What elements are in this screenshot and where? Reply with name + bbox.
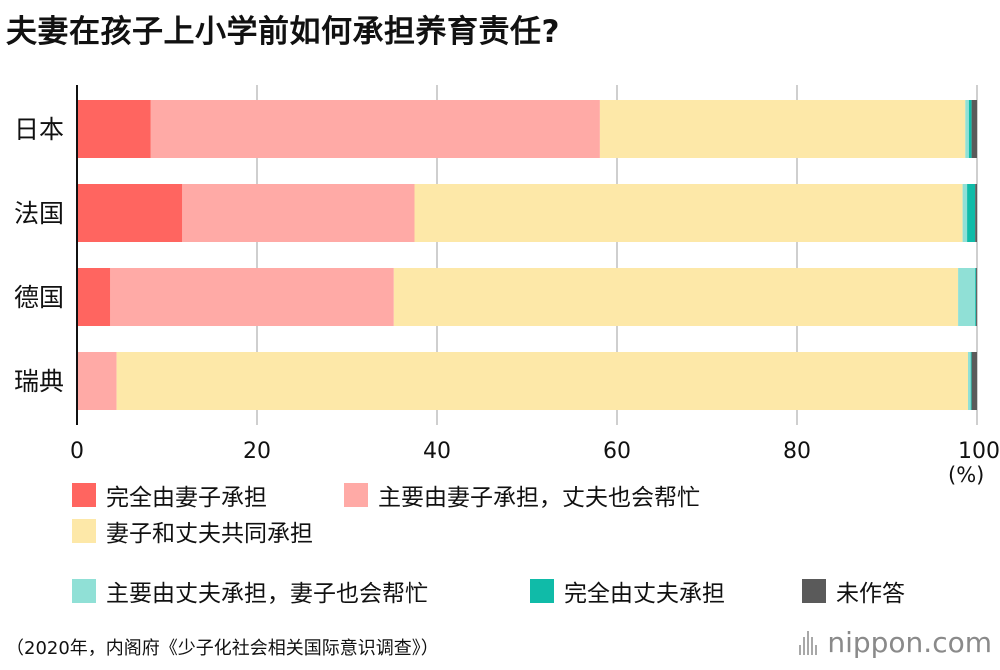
category-label: 日本 (14, 115, 64, 144)
bar-segment (975, 184, 977, 242)
bar-segment (77, 184, 183, 242)
legend-swatch (344, 483, 368, 507)
bar-segment (958, 268, 976, 326)
category-label: 法国 (14, 199, 64, 228)
x-unit-label: (%) (948, 463, 985, 487)
legend-swatch (72, 483, 96, 507)
bar-segment (77, 100, 151, 158)
bars-logo-icon (799, 630, 818, 655)
category-label: 瑞典 (14, 367, 64, 396)
legend-label: 妻子和丈夫共同承担 (106, 521, 313, 547)
bar-segment (971, 352, 977, 410)
bar-segment (962, 184, 968, 242)
category-label: 德国 (14, 283, 64, 312)
bar-segment (599, 100, 966, 158)
legend-label: 完全由丈夫承担 (564, 581, 725, 607)
x-tick-label: 40 (423, 439, 451, 464)
bar-segment (150, 100, 600, 158)
bar-segment (968, 100, 972, 158)
bar-segment (182, 184, 415, 242)
legend-swatch (530, 579, 554, 603)
x-tick-label: 80 (783, 439, 811, 464)
legend-item-wife-full: 完全由妻子承担 (72, 478, 267, 512)
legend-label: 主要由丈夫承担，妻子也会帮忙 (106, 581, 428, 607)
legend-item-both: 妻子和丈夫共同承担 (72, 514, 313, 548)
legend-swatch (72, 519, 96, 543)
legend-label: 主要由妻子承担，丈夫也会帮忙 (378, 485, 700, 511)
bar-segment (965, 100, 969, 158)
legend-swatch (72, 579, 96, 603)
bar-segment (970, 352, 972, 410)
bar-segment (414, 184, 963, 242)
brand-name: nippon (827, 626, 924, 659)
bar-segment (116, 352, 969, 410)
bar-segment (967, 184, 976, 242)
x-tick-label: 20 (243, 439, 271, 464)
bar-segment (393, 268, 959, 326)
bar-segment (110, 268, 394, 326)
legend-item-husband-full: 完全由丈夫承担 (530, 574, 725, 608)
brand-suffix: com (932, 626, 992, 659)
legend-label: 未作答 (836, 581, 905, 607)
x-tick-label: 100 (958, 439, 1000, 464)
chart-title: 夫妻在孩子上小学前如何承担养育责任? (6, 14, 560, 50)
legend-swatch (802, 579, 826, 603)
bar-segment (975, 268, 977, 326)
x-tick-label: 60 (603, 439, 631, 464)
bar-segment (77, 352, 117, 410)
legend-item-husband-main: 主要由丈夫承担，妻子也会帮忙 (72, 574, 428, 608)
bar-segment (976, 268, 977, 326)
bar-segment (968, 352, 971, 410)
bar-segment (77, 268, 111, 326)
brand-logo: nippon. com (799, 626, 992, 659)
x-tick-label: 0 (70, 439, 84, 464)
legend-item-no-answer: 未作答 (802, 574, 905, 608)
legend-label: 完全由妻子承担 (106, 485, 267, 511)
brand-dot: . (923, 626, 933, 659)
bar-segment (971, 100, 977, 158)
legend-item-wife-main: 主要由妻子承担，丈夫也会帮忙 (344, 478, 700, 512)
source-note: （2020年，内阁府《少子化社会相关国际意识调查》） (6, 638, 439, 659)
